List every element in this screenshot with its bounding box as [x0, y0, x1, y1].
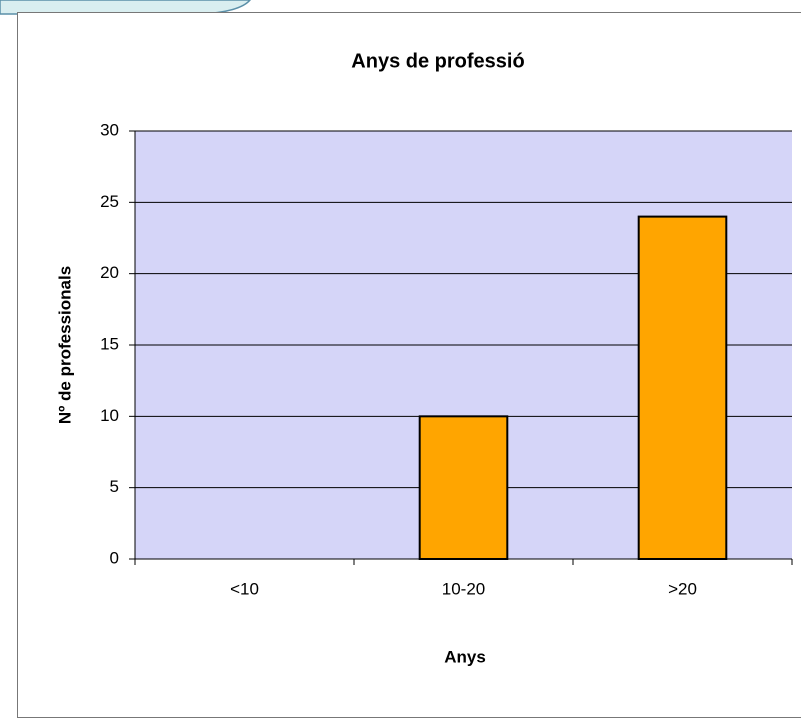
bar	[418, 415, 509, 561]
bar	[637, 215, 728, 560]
y-tick-label: 20	[100, 263, 119, 282]
corner-decoration	[0, 0, 251, 15]
x-axis-label: Anys	[444, 647, 486, 666]
y-tick-label: 5	[110, 477, 119, 496]
x-tick-label: <10	[230, 579, 259, 598]
y-tick-label: 30	[100, 120, 119, 139]
y-tick-label: 10	[100, 406, 119, 425]
y-tick-label: 0	[110, 548, 119, 567]
chart-title: Anys de professió	[351, 50, 524, 72]
y-axis-label: Nº de professionals	[55, 266, 74, 424]
y-tick-label: 15	[100, 334, 119, 353]
x-tick-label: 10-20	[442, 579, 485, 598]
y-tick-label: 25	[100, 192, 119, 211]
x-tick-label: >20	[668, 579, 697, 598]
